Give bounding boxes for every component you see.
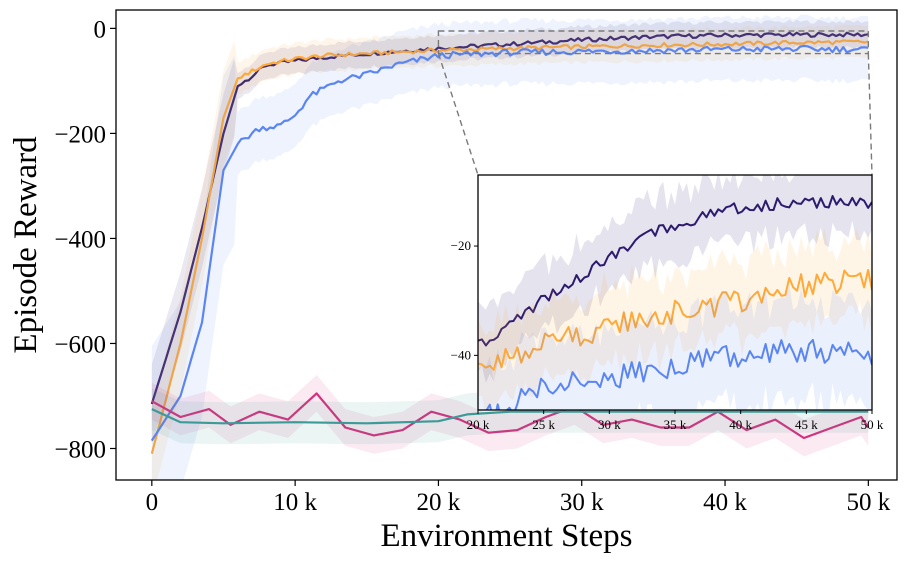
x-tick-label: 20 k <box>417 489 461 516</box>
series-3-band <box>151 14 869 480</box>
inset-x-tick-label: 35 k <box>664 417 687 432</box>
inset-series-1-band <box>478 175 872 383</box>
y-tick-label: −600 <box>54 331 106 358</box>
inset-x-tick-label: 45 k <box>795 417 818 432</box>
y-tick-label: 0 <box>94 16 107 43</box>
x-axis-label: Environment Steps <box>380 518 632 554</box>
inset-series-2-line <box>478 269 872 371</box>
zoom-connector-left <box>437 53 479 176</box>
series-1-line <box>150 31 869 405</box>
series-4-line <box>151 392 870 440</box>
inset-series-3-line <box>485 338 872 410</box>
series-2-line <box>150 39 869 454</box>
x-tick-label: 10 k <box>273 489 317 516</box>
inset-x-tick-label: 25 k <box>532 417 555 432</box>
x-tick-label: 30 k <box>560 489 604 516</box>
series-3-line <box>150 44 869 442</box>
series-5-line <box>151 408 869 425</box>
y-tick-label: −800 <box>54 436 106 463</box>
y-axis-label: Episode Reward <box>8 136 44 354</box>
inset-y-tick-label: −20 <box>451 238 471 253</box>
plot-frame <box>115 9 898 481</box>
x-tick-label: 50 k <box>846 489 890 516</box>
inset-y-tick-label: −40 <box>451 347 471 362</box>
inset-x-tick-label: 50 k <box>861 417 884 432</box>
x-tick-label: 40 k <box>703 489 747 516</box>
zoom-region-box <box>437 30 870 55</box>
zoom-connector-right <box>867 53 873 176</box>
series-4-band <box>151 375 869 457</box>
inset-series <box>478 175 872 410</box>
inset-x-tick-label: 30 k <box>598 417 621 432</box>
x-tick-label: 0 <box>146 489 159 516</box>
inset-series-2-band <box>478 228 872 410</box>
y-tick-label: −200 <box>54 121 106 148</box>
y-tick-label: −400 <box>54 226 106 253</box>
inset-x-tick-label: 40 k <box>729 417 752 432</box>
inset-x-tick-label: 20 k <box>467 417 490 432</box>
inset-series-1-line <box>478 195 872 347</box>
